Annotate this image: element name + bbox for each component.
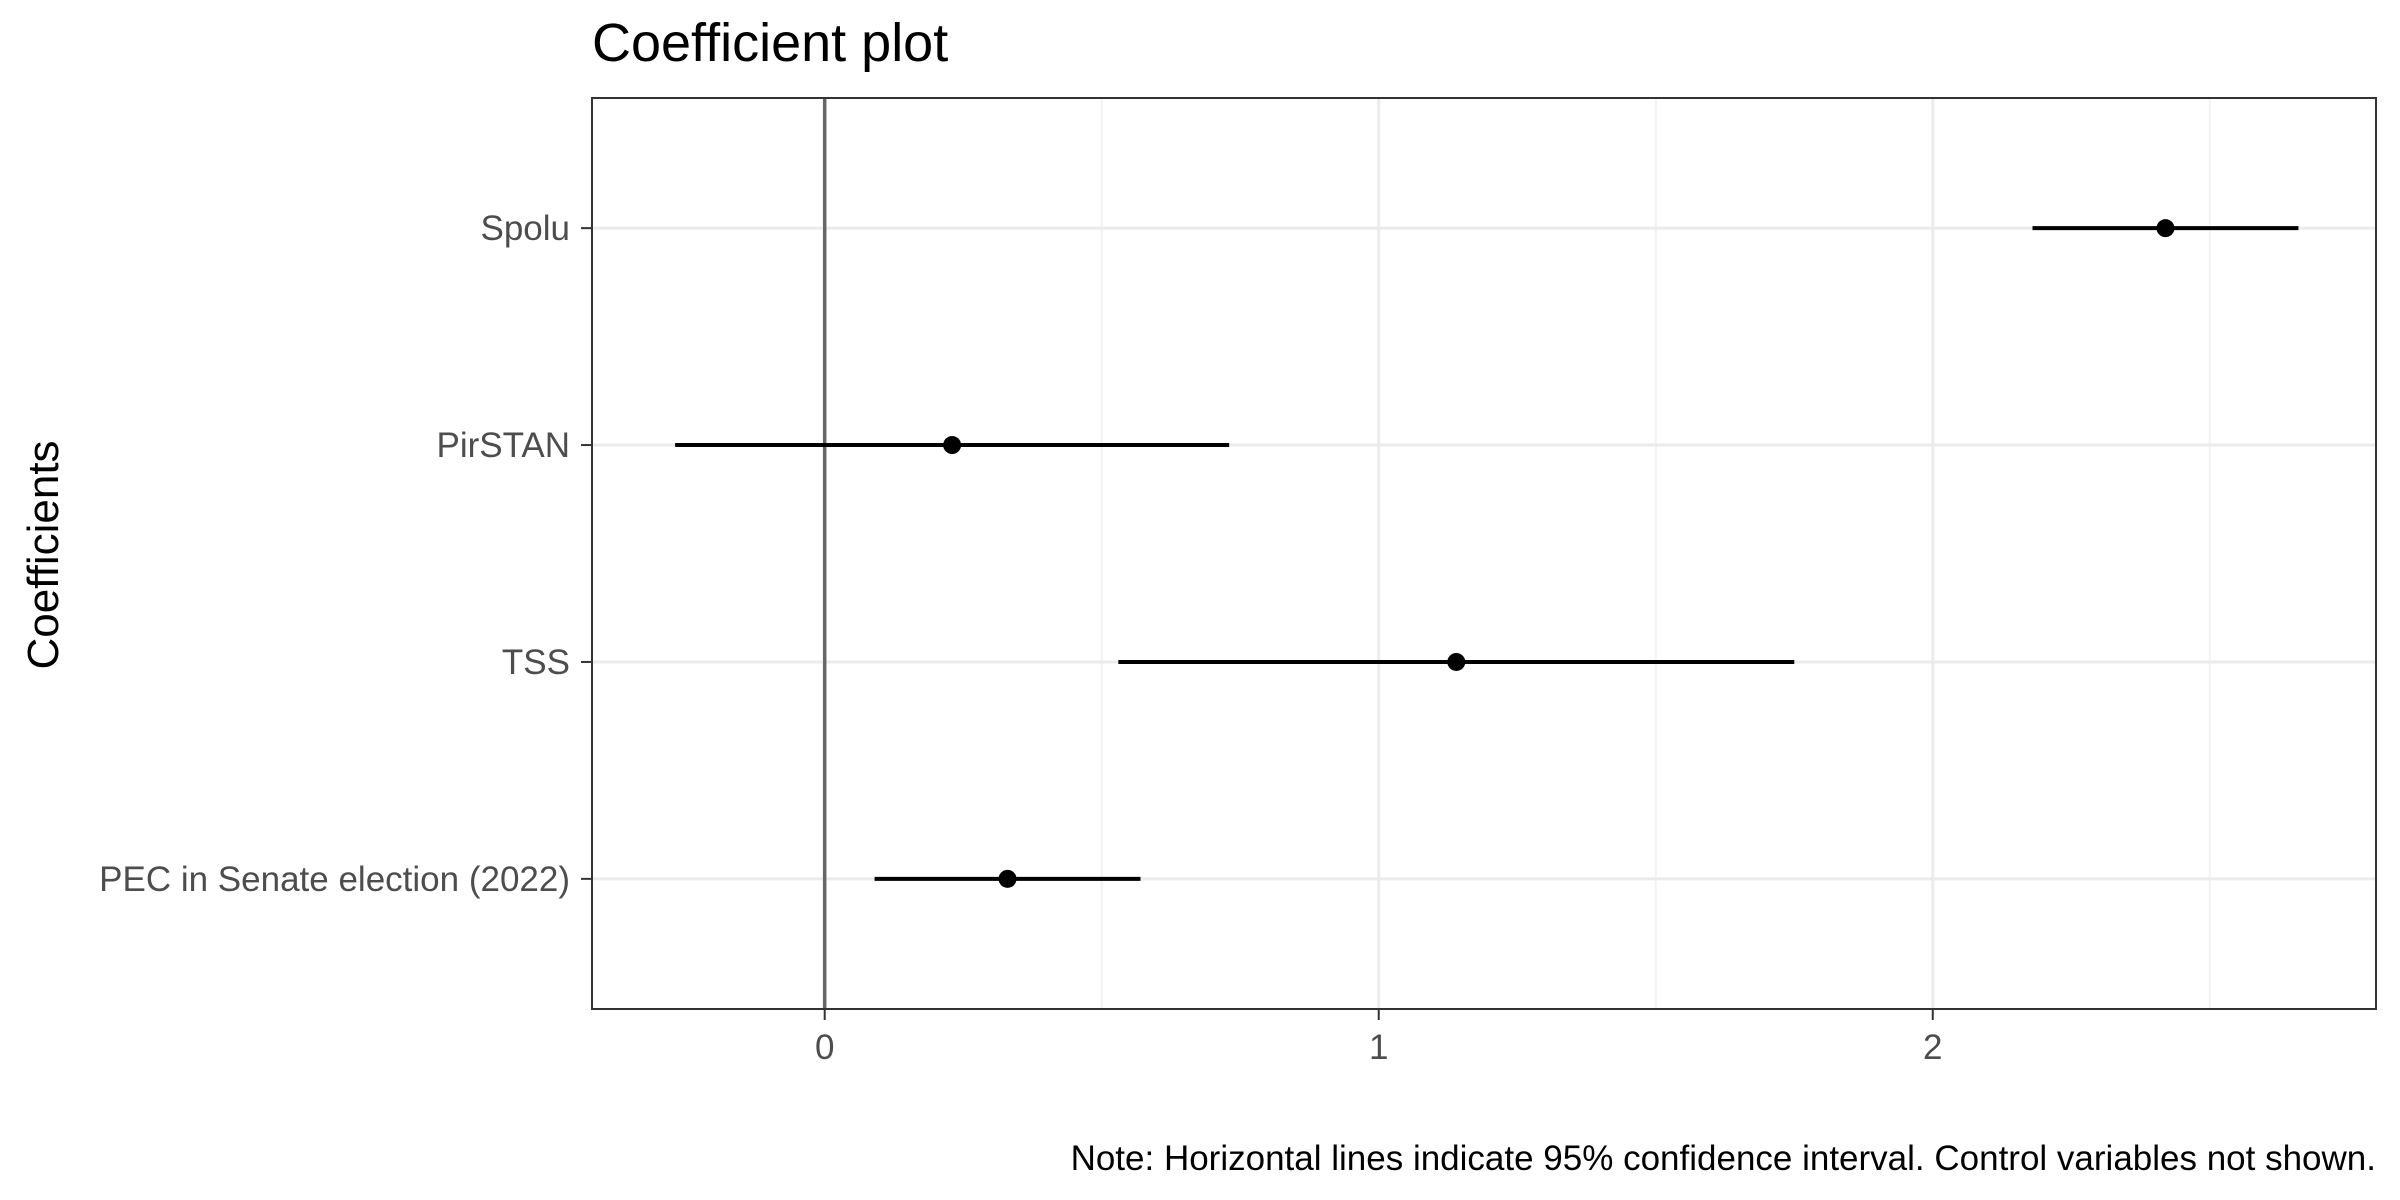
y-tick-label: PEC in Senate election (2022) — [99, 860, 570, 899]
chart-caption: Note: Horizontal lines indicate 95% conf… — [1071, 1139, 2376, 1178]
coefficient-point — [943, 436, 962, 455]
coefficient-point — [998, 869, 1017, 888]
y-tick-label: Spolu — [480, 209, 570, 248]
x-tick-label: 0 — [815, 1028, 834, 1067]
plot-area: Spolu PirSTAN TSS PEC in Senate election (2… — [99, 97, 2377, 1067]
chart-title: Coefficient plot — [592, 13, 948, 73]
panel-border — [591, 97, 2377, 1010]
x-tick-label: 1 — [1369, 1028, 1388, 1067]
x-tick-label: 2 — [1923, 1028, 1942, 1067]
coefficient-point — [1447, 652, 1466, 671]
y-axis-title: Coefficients — [19, 440, 68, 669]
y-tick-label: PirSTAN — [436, 426, 570, 465]
coefficient-point — [2156, 219, 2175, 238]
y-tick-label: TSS — [502, 643, 570, 682]
